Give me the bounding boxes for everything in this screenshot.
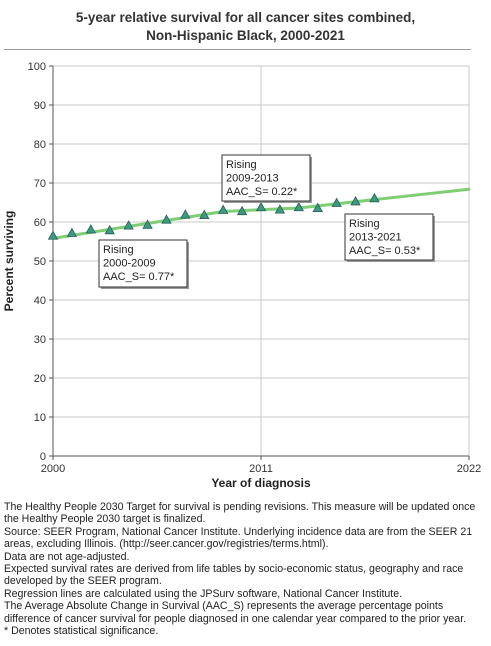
footnote-aac-definition: The Average Absolute Change in Survival … (4, 600, 467, 625)
footnote-expected-survival: Expected survival rates are derived from… (4, 563, 464, 588)
chart-title: 5-year relative survival for all cancer … (0, 9, 491, 45)
footnote-healthy-people: The Healthy People 2030 Target for survi… (4, 501, 476, 526)
y-tick-label: 40 (34, 295, 46, 307)
data-point-marker (218, 204, 229, 214)
data-point-marker (123, 220, 134, 230)
data-point-marker (180, 209, 191, 219)
survival-chart: 0 10 20 30 40 50 60 70 80 90 100 2000 2011 2022 Year o… (2, 61, 481, 490)
y-tick-label: 70 (34, 178, 46, 190)
data-point-marker (142, 219, 153, 229)
footnote-source: Source: SEER Program, National Cancer In… (4, 525, 473, 551)
y-axis-title: Percent surviving (2, 211, 16, 312)
annotation-frame (344, 213, 434, 261)
y-tick-label: 0 (40, 451, 46, 463)
annotation-text-line-3: AAC_S= 0.22* (226, 186, 298, 198)
footnote-regression: Regression lines are calculated using th… (4, 587, 403, 600)
x-axis-title: Year of diagnosis (211, 476, 311, 490)
x-tick-label: 2011 (249, 463, 273, 475)
footnote-significance: * Denotes statistical significance. (4, 625, 159, 638)
data-point-marker (199, 209, 210, 219)
trend-line-segment-1 (51, 209, 225, 240)
x-tick-label: 2000 (41, 463, 65, 475)
data-point-marker (66, 227, 78, 237)
y-tick-label: 30 (34, 334, 46, 346)
annotation-text-line-3: AAC_S= 0.77* (103, 271, 175, 283)
footnote-age-adjusted: Data are not age-adjusted. (4, 550, 130, 563)
data-point-marker (161, 214, 172, 224)
annotation-text-line-3: AAC_S= 0.53* (349, 245, 421, 257)
chart-title-line-2: Non-Hispanic Black, 2000-2021 (146, 28, 345, 43)
data-point-marker (369, 192, 380, 203)
trend-line-segment-3 (297, 187, 471, 210)
annotation-text-line-1: Rising (349, 218, 380, 230)
data-point-marker (47, 230, 59, 240)
annotation-frame (98, 239, 188, 288)
annotation-frame (221, 154, 311, 202)
y-tick-label: 60 (34, 217, 46, 229)
data-point-marker (274, 204, 286, 214)
data-point-marker (331, 197, 342, 207)
title-divider (4, 49, 471, 50)
y-tick-label: 100 (28, 61, 46, 73)
data-point-marker (312, 202, 323, 212)
data-point-marker (293, 201, 304, 212)
data-point-marker (350, 196, 361, 206)
data-point-marker (255, 201, 267, 212)
annotation-text-line-1: Rising (103, 244, 134, 256)
data-point-marker (85, 224, 96, 234)
annotation-text-line-2: 2009-2013 (226, 173, 279, 185)
y-tick-label: 90 (34, 100, 46, 112)
chart-title-line-1: 5-year relative survival for all cancer … (75, 10, 416, 25)
y-tick-label: 80 (34, 139, 46, 151)
data-point-marker (104, 224, 115, 235)
annotation-text-line-1: Rising (226, 159, 257, 171)
annotation-text-line-2: 2000-2009 (103, 258, 156, 270)
y-tick-label: 50 (34, 256, 46, 268)
data-point-marker (236, 205, 248, 216)
x-tick-label: 2022 (457, 463, 481, 475)
annotation-text-line-2: 2013-2021 (349, 232, 402, 244)
footnotes: The Healthy People 2030 Target for survi… (4, 501, 488, 637)
y-tick-label: 10 (34, 412, 46, 424)
y-tick-label: 20 (34, 373, 46, 385)
